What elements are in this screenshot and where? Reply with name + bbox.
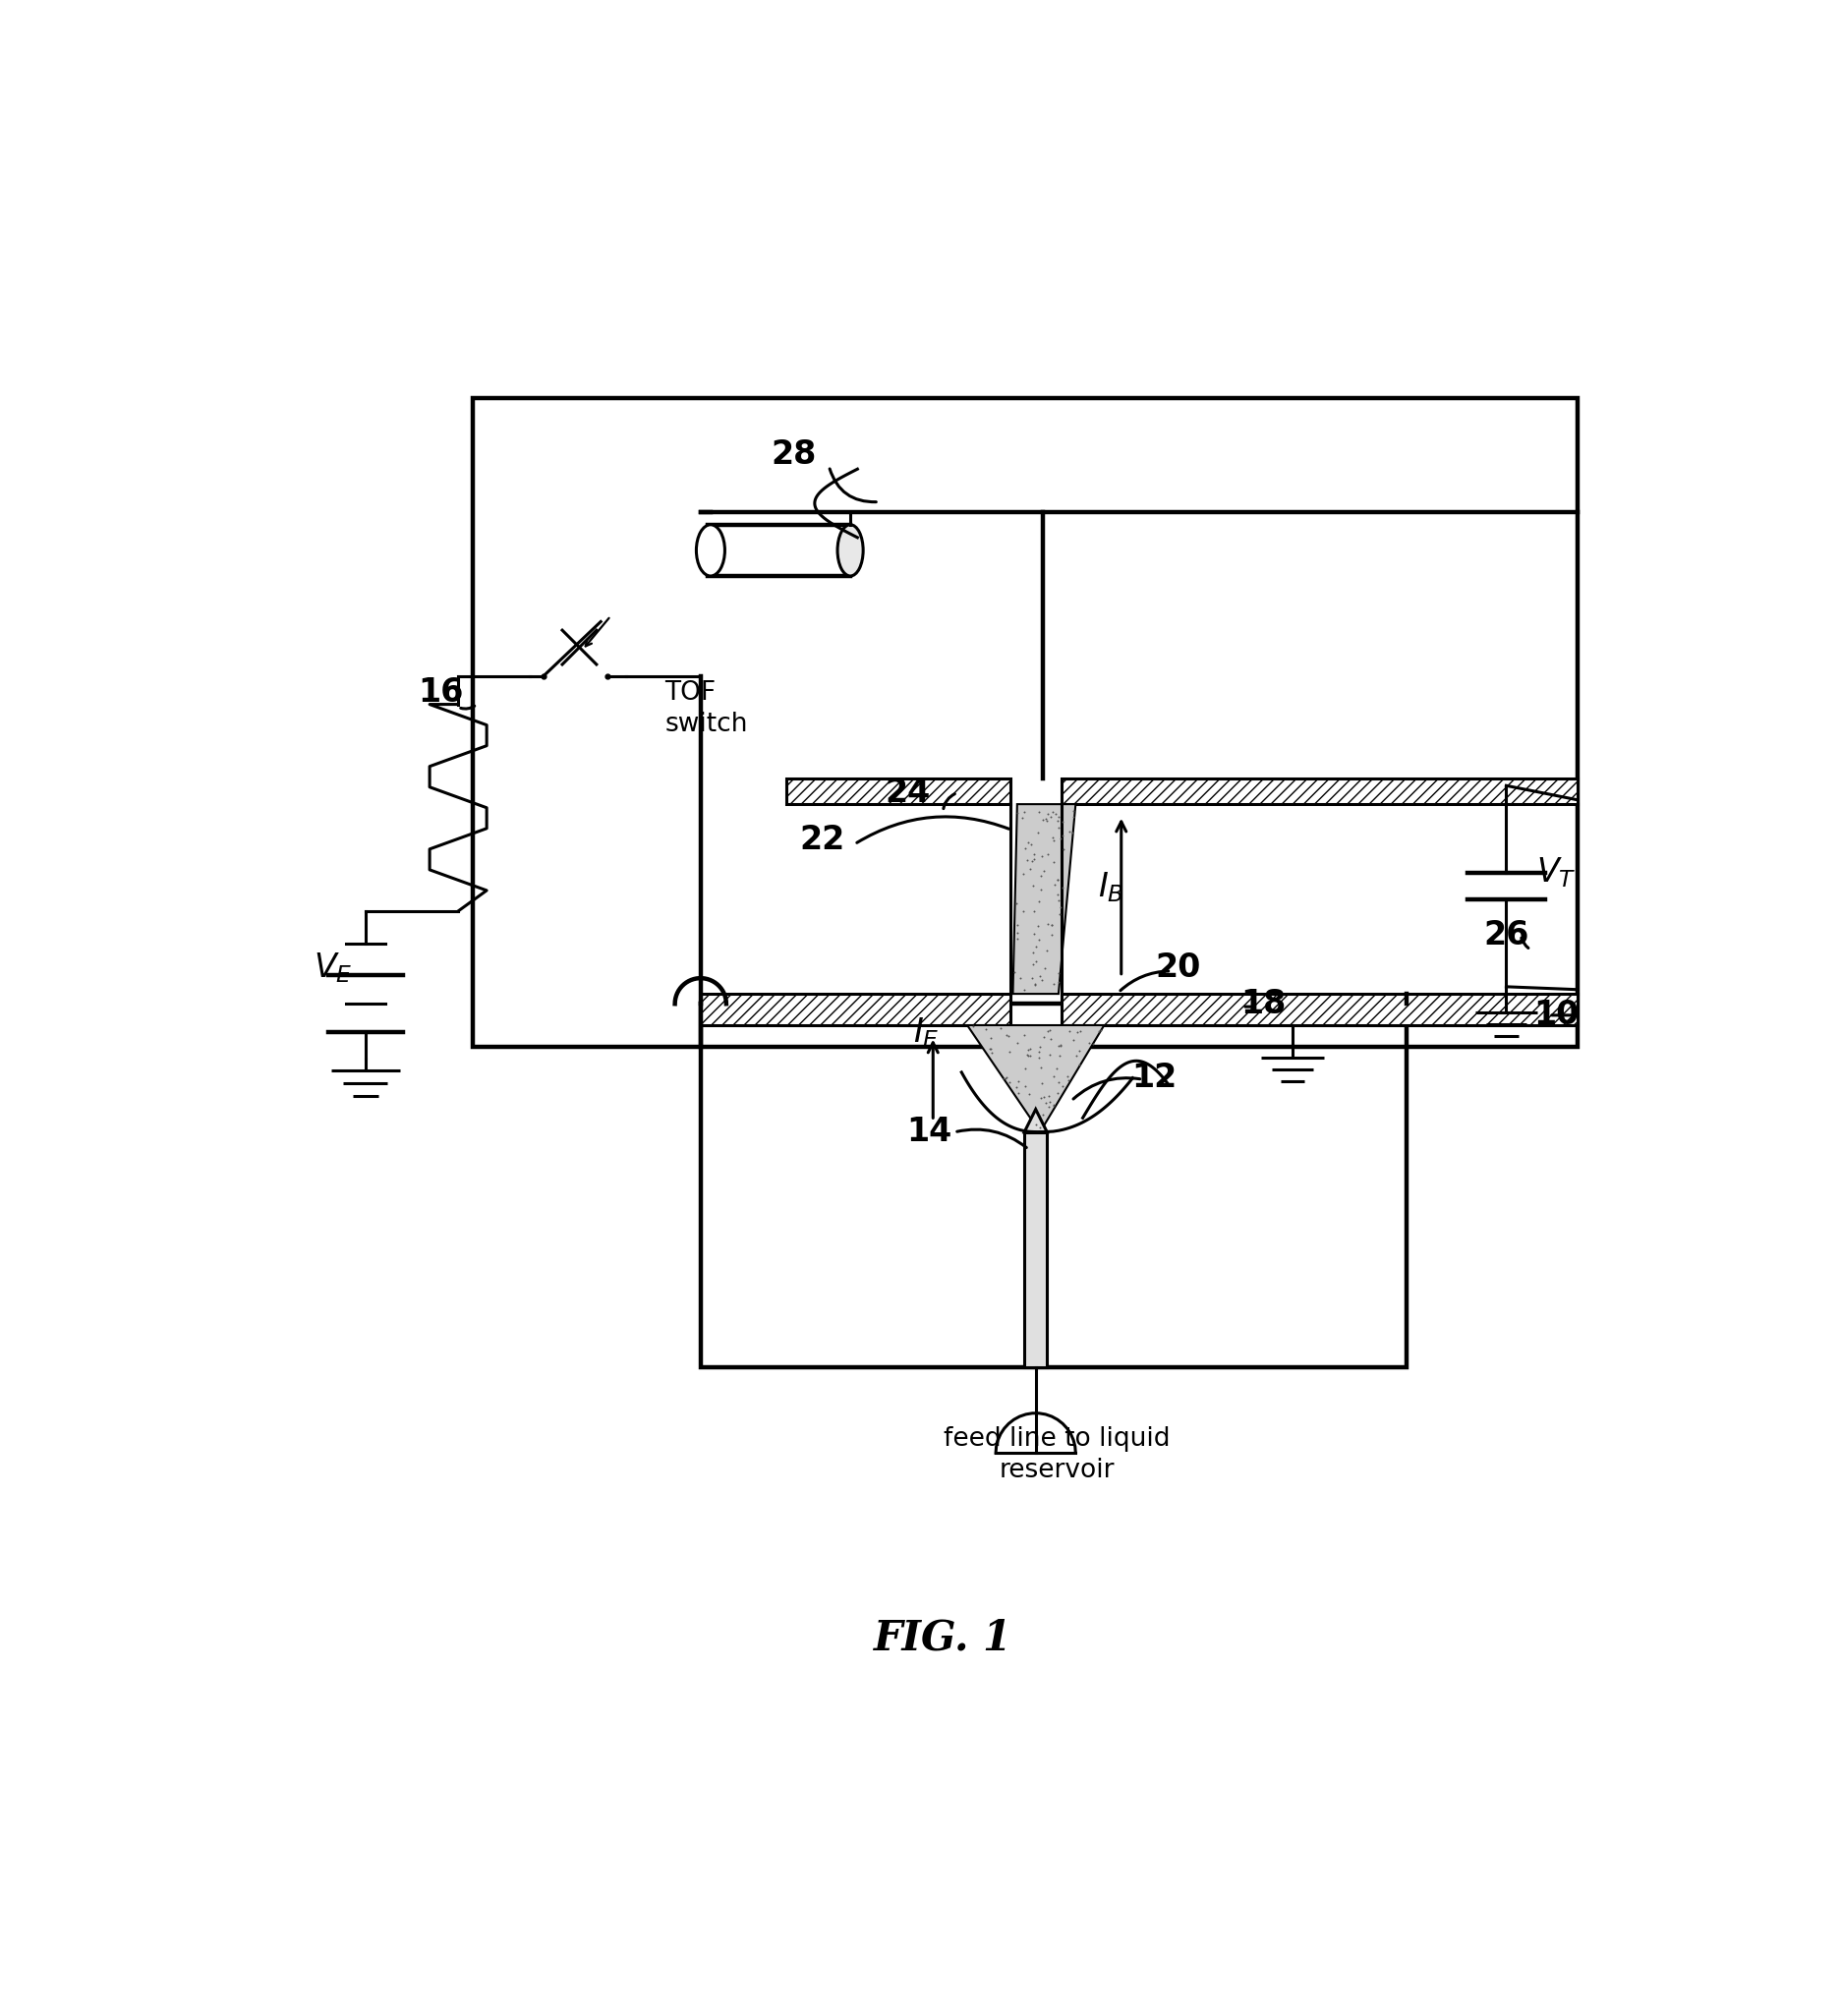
- Bar: [701, 1004, 1406, 1367]
- Text: switch: switch: [664, 712, 749, 738]
- Polygon shape: [701, 994, 1010, 1026]
- Bar: [1025, 1133, 1047, 1367]
- Text: 14: 14: [905, 1117, 951, 1149]
- Text: FIG. 1: FIG. 1: [874, 1617, 1012, 1659]
- Text: $V_T$: $V_T$: [1536, 855, 1577, 889]
- Polygon shape: [1062, 994, 1577, 1026]
- Text: 24: 24: [885, 776, 929, 808]
- Text: $I_E$: $I_E$: [913, 1016, 938, 1050]
- Bar: [708, 524, 850, 577]
- Text: $V_E$: $V_E$: [313, 952, 351, 986]
- Text: 10: 10: [1533, 1000, 1579, 1032]
- Bar: [473, 397, 1577, 1046]
- Polygon shape: [1025, 1109, 1047, 1133]
- Text: 12: 12: [1132, 1062, 1178, 1095]
- Text: reservoir: reservoir: [999, 1458, 1115, 1484]
- Text: 18: 18: [1240, 988, 1286, 1020]
- Text: 22: 22: [799, 825, 845, 857]
- Text: 28: 28: [771, 439, 817, 472]
- Text: 16: 16: [418, 677, 464, 710]
- Text: 20: 20: [1156, 952, 1202, 984]
- Text: TOF: TOF: [664, 679, 716, 706]
- Polygon shape: [1062, 778, 1577, 804]
- Text: $I_B$: $I_B$: [1098, 869, 1124, 903]
- Polygon shape: [968, 1026, 1104, 1133]
- Text: feed line to liquid: feed line to liquid: [944, 1425, 1170, 1452]
- Polygon shape: [1012, 804, 1076, 994]
- Ellipse shape: [696, 524, 725, 577]
- Polygon shape: [786, 778, 1010, 804]
- Text: 26: 26: [1483, 919, 1529, 952]
- Ellipse shape: [837, 524, 863, 577]
